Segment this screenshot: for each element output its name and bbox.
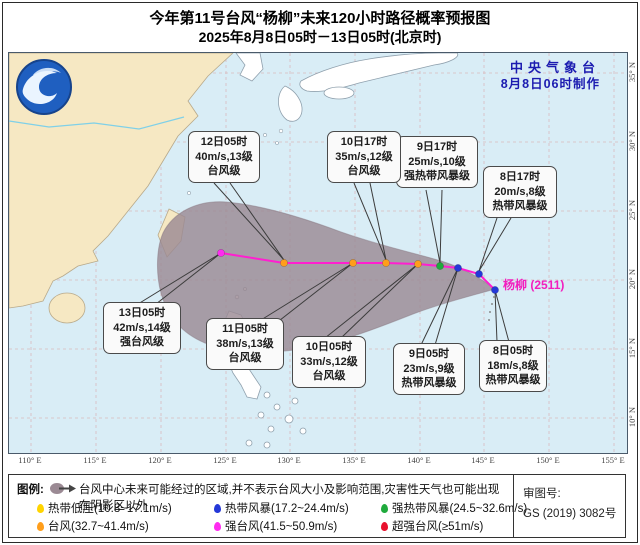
land-china <box>8 52 235 309</box>
lat-label-35n: 35° N <box>627 61 637 83</box>
forecast-track-points <box>217 249 499 294</box>
agency-name: 中央气象台 <box>509 60 600 75</box>
map-canvas <box>8 52 627 453</box>
callout-time: 13日05时 <box>118 307 166 319</box>
callout-wind: 40m/s,13级 <box>195 150 253 163</box>
legend: 图例: 台风中心未来可能经过的区域,并不表示台风大小及影响范围,灾害性天气也可能… <box>8 474 626 538</box>
callout-9d17: 9日17时 25m/s,10级 强热带风暴级 <box>396 136 478 188</box>
figure-title: 今年第11号台风“杨柳”未来120小时路径概率预报图 <box>149 10 491 27</box>
callout-13d05: 13日05时 42m/s,14级 强台风级 <box>103 302 181 354</box>
lat-label-25n: 25° N <box>627 199 637 221</box>
land-kyushu <box>278 85 303 122</box>
callout-wind: 33m/s,12级 <box>300 355 358 368</box>
cone-legend-icon <box>49 482 77 498</box>
callout-time: 9日05时 <box>408 348 450 360</box>
track-point-8d17 <box>475 270 483 278</box>
land-korea <box>235 52 264 82</box>
legend-item-sty: 强台风(41.5~50.9m/s) <box>214 518 337 534</box>
lon-label-135e: 135° E <box>342 455 366 465</box>
track-point-11d05 <box>349 259 357 267</box>
forecast-map <box>8 52 628 454</box>
probability-cone <box>157 201 497 353</box>
legend-divider <box>513 475 514 537</box>
callout-wind: 35m/s,12级 <box>335 150 393 163</box>
callout-9d05: 9日05时 23m/s,9级 热带风暴级 <box>393 343 465 395</box>
legend-item-td: 热带低压(10.8~17.1m/s) <box>37 500 172 516</box>
callout-category: 强台风级 <box>120 336 164 349</box>
track-point-10d05 <box>414 260 422 268</box>
cma-logo-icon <box>16 59 72 115</box>
callout-time: 9日17时 <box>416 141 458 153</box>
land-shikoku <box>323 86 355 100</box>
callout-category: 台风级 <box>312 370 346 383</box>
callout-category: 热带风暴级 <box>401 377 457 390</box>
callout-wind: 23m/s,9级 <box>403 362 455 375</box>
track-point-12d05 <box>280 259 288 267</box>
callout-11d05: 11日05时 38m/s,13级 台风级 <box>206 318 284 370</box>
track-point-9d05 <box>454 264 462 272</box>
callout-time: 12日05时 <box>200 136 248 148</box>
track-point-10d17 <box>382 259 390 267</box>
lon-label-155e: 155° E <box>601 455 625 465</box>
storm-name-label: 杨柳 (2511) <box>503 278 565 292</box>
legend-note: 台风中心未来可能经过的区域,并不表示台风大小及影响范围,灾害性天气也可能出现在阴… <box>79 484 500 512</box>
land-hainan <box>48 292 86 324</box>
track-point-9d17 <box>436 262 444 270</box>
callout-wind: 18m/s,8级 <box>487 359 539 372</box>
lon-label-110e: 110° E <box>18 455 42 465</box>
legend-item-sts: 强热带风暴(24.5~32.6m/s) <box>381 500 527 516</box>
figure-subtitle: 2025年8月8日05时－13日05时(北京时) <box>198 29 442 45</box>
lon-label-115e: 115° E <box>83 455 107 465</box>
callout-wind: 25m/s,10级 <box>408 155 466 168</box>
callout-wind: 20m/s,8级 <box>494 185 546 198</box>
approval-number: GS (2019) 3082号 <box>523 508 617 520</box>
legend-item-super-ty: 超强台风(≥51m/s) <box>381 518 483 534</box>
callout-10d05: 10日05时 33m/s,12级 台风级 <box>292 336 366 388</box>
callout-12d05: 12日05时 40m/s,13级 台风级 <box>188 131 260 183</box>
lon-label-120e: 120° E <box>148 455 172 465</box>
super-ty-marker-icon <box>381 522 388 531</box>
callout-8d05: 8日05时 18m/s,8级 热带风暴级 <box>479 340 547 392</box>
land-honshu <box>299 52 459 92</box>
callout-category: 热带风暴级 <box>492 200 548 213</box>
callout-time: 10日17时 <box>340 136 388 148</box>
sts-marker-icon <box>381 504 388 513</box>
lon-label-140e: 140° E <box>407 455 431 465</box>
past-track-dots <box>488 296 495 321</box>
callout-category: 热带风暴级 <box>485 374 541 387</box>
callout-wind: 38m/s,13级 <box>216 337 274 350</box>
lat-label-30n: 30° N <box>627 130 637 152</box>
callout-time: 8日05时 <box>492 345 534 357</box>
lat-label-10n: 10° N <box>627 406 637 428</box>
issue-time: 8月8日06时制作 <box>500 77 600 91</box>
td-marker-icon <box>37 504 44 513</box>
callout-category: 台风级 <box>207 165 241 178</box>
sty-marker-icon <box>214 522 221 531</box>
legend-item-ts: 热带风暴(17.2~24.4m/s) <box>214 500 349 516</box>
callout-category: 台风级 <box>228 352 262 365</box>
lon-label-150e: 150° E <box>536 455 560 465</box>
track-point-8d05 <box>491 286 499 294</box>
callout-time: 10日05时 <box>305 341 353 353</box>
lon-label-125e: 125° E <box>213 455 237 465</box>
legend-item-ty: 台风(32.7~41.4m/s) <box>37 518 149 534</box>
track-point-13d05 <box>217 249 225 257</box>
callout-time: 8日17时 <box>499 171 541 183</box>
callout-category: 强热带风暴级 <box>404 170 470 183</box>
callout-time: 11日05时 <box>222 323 268 335</box>
river <box>8 116 185 130</box>
approval-label: 审图号: <box>523 488 561 500</box>
lon-label-145e: 145° E <box>471 455 495 465</box>
callout-category: 台风级 <box>347 165 381 178</box>
legend-title: 图例: <box>17 484 44 496</box>
ts-marker-icon <box>214 504 221 513</box>
callout-8d17: 8日17时 20m/s,8级 热带风暴级 <box>483 166 557 218</box>
lat-label-15n: 15° N <box>627 337 637 359</box>
callout-10d17: 10日17时 35m/s,12级 台风级 <box>327 131 401 183</box>
lon-label-130e: 130° E <box>277 455 301 465</box>
callout-wind: 42m/s,14级 <box>113 321 171 334</box>
ty-marker-icon <box>37 522 44 531</box>
lat-label-20n: 20° N <box>627 268 637 290</box>
